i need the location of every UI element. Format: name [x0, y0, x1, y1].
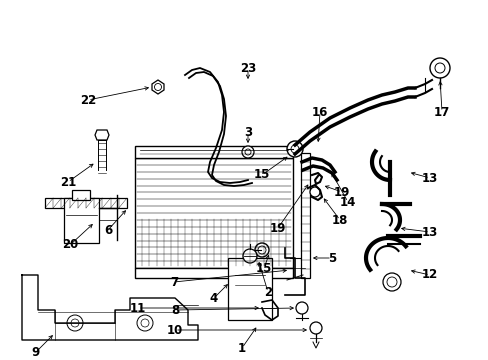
Circle shape: [254, 243, 268, 257]
Circle shape: [295, 302, 307, 314]
Circle shape: [258, 246, 265, 254]
Text: 4: 4: [209, 292, 218, 305]
Circle shape: [137, 315, 153, 331]
Text: 11: 11: [130, 302, 146, 315]
Text: 7: 7: [170, 275, 178, 288]
Circle shape: [67, 315, 83, 331]
Circle shape: [286, 141, 303, 157]
Text: 12: 12: [421, 269, 437, 282]
Circle shape: [71, 319, 79, 327]
Text: 18: 18: [331, 213, 347, 226]
Text: 14: 14: [339, 195, 355, 208]
Circle shape: [141, 319, 149, 327]
Text: 1: 1: [238, 342, 245, 355]
Circle shape: [386, 277, 396, 287]
Text: 22: 22: [80, 94, 96, 107]
Bar: [135, 158, 292, 268]
Text: 15: 15: [253, 168, 270, 181]
Text: 13: 13: [421, 171, 437, 184]
Text: 19: 19: [269, 221, 285, 234]
Circle shape: [434, 63, 444, 73]
Polygon shape: [152, 80, 163, 94]
Bar: [72, 190, 90, 200]
Text: 19: 19: [333, 185, 349, 198]
Circle shape: [242, 146, 253, 158]
Bar: [64, 198, 99, 243]
Circle shape: [154, 84, 161, 90]
Circle shape: [309, 322, 321, 334]
Polygon shape: [95, 130, 109, 140]
Text: 9: 9: [32, 346, 40, 359]
Text: 13: 13: [421, 225, 437, 238]
Text: 21: 21: [60, 175, 76, 189]
Bar: [135, 268, 292, 278]
Text: 3: 3: [244, 126, 251, 139]
Bar: [135, 146, 292, 158]
Text: 23: 23: [240, 62, 256, 75]
Text: 20: 20: [62, 238, 78, 252]
Circle shape: [382, 273, 400, 291]
Circle shape: [290, 145, 298, 153]
Bar: [45, 198, 127, 208]
Text: 6: 6: [103, 224, 112, 237]
Bar: [227, 258, 271, 320]
Text: 10: 10: [166, 324, 183, 337]
Text: 16: 16: [311, 105, 327, 118]
Circle shape: [243, 249, 257, 263]
Text: 5: 5: [327, 252, 335, 265]
Text: 2: 2: [264, 285, 271, 298]
Circle shape: [309, 187, 319, 197]
Circle shape: [244, 149, 250, 155]
Circle shape: [429, 58, 449, 78]
Text: 17: 17: [433, 105, 449, 118]
Bar: [301, 153, 309, 278]
Text: 8: 8: [170, 303, 179, 316]
Text: 15: 15: [255, 261, 272, 274]
